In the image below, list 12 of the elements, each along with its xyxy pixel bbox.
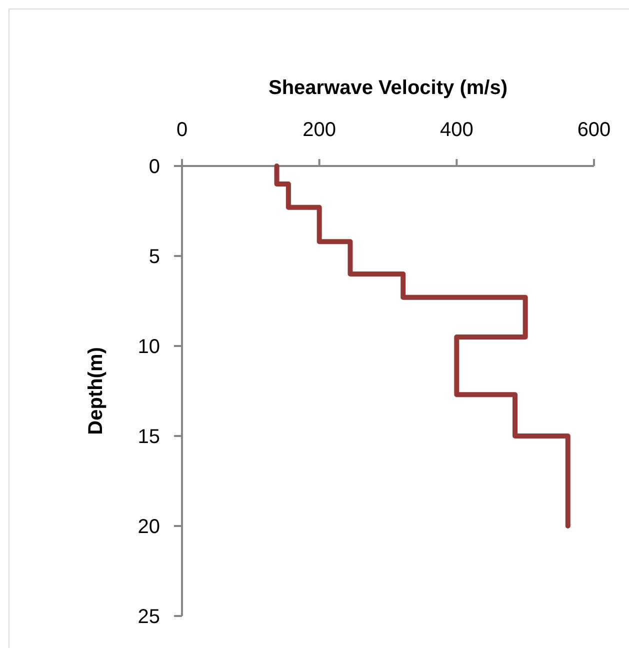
- x-tick-label: 0: [176, 119, 188, 141]
- y-tick-label: 10: [138, 336, 160, 358]
- y-tick-label: 0: [148, 156, 160, 178]
- y-tick-label: 15: [138, 426, 160, 448]
- y-tick-label: 25: [138, 606, 160, 628]
- x-tick-label: 400: [440, 119, 474, 141]
- y-axis-title: Depth(m): [85, 347, 107, 435]
- x-tick-label: 600: [577, 119, 611, 141]
- x-tick-label: 200: [302, 119, 336, 141]
- y-tick-label: 20: [138, 516, 160, 538]
- x-axis-title: Shearwave Velocity (m/s): [268, 77, 508, 99]
- y-tick-label: 5: [148, 246, 160, 268]
